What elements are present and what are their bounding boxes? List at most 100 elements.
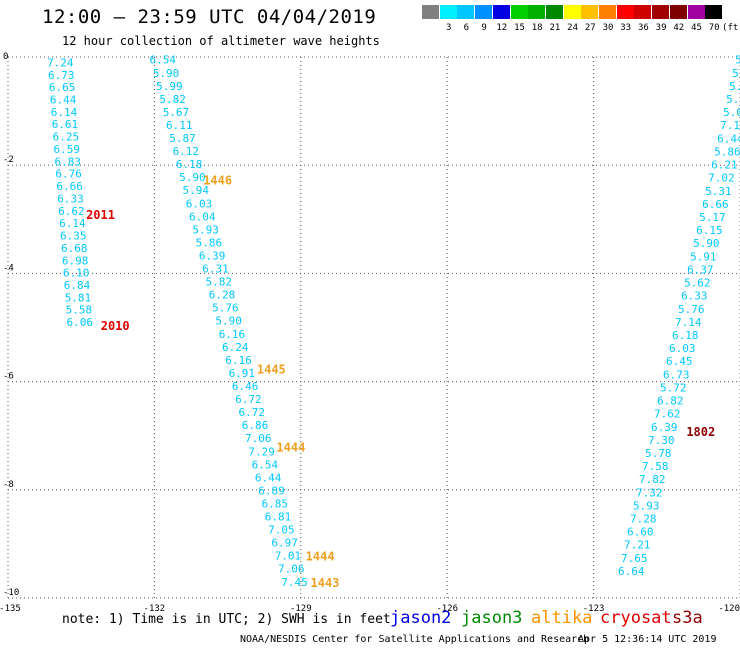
- wave-height-label: 6.39: [199, 249, 226, 262]
- legend-value: 42: [673, 23, 685, 33]
- wave-height-label: 7.30: [648, 434, 675, 447]
- wave-height-label: 6.66: [702, 198, 729, 211]
- wave-height-label: 7.21: [624, 539, 651, 552]
- wave-height-label: 6.68: [61, 242, 88, 255]
- wave-height-label: 6.31: [202, 263, 229, 276]
- wave-height-label: 5.78: [645, 447, 672, 460]
- wave-height-label: 7.24: [47, 56, 74, 69]
- wave-height-label: 6.33: [681, 290, 708, 303]
- legend-value: 9: [481, 23, 487, 33]
- wave-height-label: 6.15: [696, 224, 723, 237]
- wave-height-label: 6.12: [173, 145, 200, 158]
- wave-height-label: 6.72: [238, 406, 265, 419]
- legend-swatch: [422, 5, 439, 19]
- wave-height-label: 6.86: [242, 419, 269, 432]
- legend-swatch: [669, 5, 687, 19]
- wave-height-label: 5.17: [699, 211, 726, 224]
- credit-line: NOAA/NESDIS Center for Satellite Applica…: [240, 634, 590, 645]
- legend-value: 39: [655, 23, 667, 33]
- wave-height-label: 6.44: [717, 132, 740, 145]
- wave-height-label: 6.97: [271, 537, 298, 550]
- wave-height-label: 7.02: [708, 172, 735, 185]
- y-tick-label: -8: [3, 480, 14, 490]
- generated-timestamp: Apr 5 12:36:14 UTC 2019: [578, 634, 717, 645]
- wave-height-label: 5.81: [65, 291, 92, 304]
- wave-height-label: 5.87: [169, 132, 196, 145]
- x-tick-label: -126: [436, 604, 458, 614]
- legend-value: 24: [567, 23, 579, 33]
- wave-height-label: 6.85: [262, 497, 289, 510]
- y-tick-label: -2: [3, 155, 14, 165]
- wave-height-label: 5.82: [206, 276, 233, 289]
- wave-height-label: 7.45: [281, 576, 308, 589]
- legend-swatch: [492, 5, 510, 19]
- legend-value: 30: [602, 23, 614, 33]
- legend-swatch: [563, 5, 581, 19]
- wave-height-label: 7.14: [675, 316, 702, 329]
- footnote: note: 1) Time is in UTC; 2) SWH is in fe…: [62, 612, 391, 627]
- page-title: 12:00 — 23:59 UTC 04/04/2019: [42, 6, 377, 28]
- wave-height-label: 6.54: [150, 54, 177, 67]
- wave-height-label: 5.82: [159, 93, 186, 106]
- wave-height-label: 5.76: [212, 302, 239, 315]
- time-annotation: 1802: [686, 425, 715, 439]
- legend-value: 6: [463, 23, 470, 33]
- legend-swatch: [634, 5, 652, 19]
- wave-height-label: 5: [732, 67, 739, 80]
- satellite-label-s3a: s3a: [672, 608, 703, 628]
- x-tick-label: -135: [0, 604, 21, 614]
- legend-value: 27: [584, 23, 596, 33]
- wave-height-label: 6.06: [67, 316, 94, 329]
- legend-value: 70: [708, 23, 720, 33]
- legend-swatch: [528, 5, 546, 19]
- y-tick-label: 0: [3, 52, 8, 62]
- wave-height-label: 6.21: [711, 159, 738, 172]
- legend-swatch: [457, 5, 475, 19]
- wave-height-label: 6.73: [48, 69, 75, 82]
- wave-height-label: 6.18: [672, 329, 699, 342]
- wave-height-label: 6.18: [176, 158, 203, 171]
- x-tick-label: -120: [718, 604, 740, 614]
- wave-height-label: 5.58: [66, 304, 93, 317]
- wave-height-label: 6.03: [186, 197, 213, 210]
- wave-height-label: 5.93: [192, 223, 219, 236]
- wave-height-label: 6.66: [56, 180, 82, 193]
- legend-swatch: [599, 5, 616, 19]
- legend-swatch: [616, 5, 634, 19]
- wave-height-label: 5.62: [684, 277, 711, 290]
- legend-swatch: [510, 5, 528, 19]
- time-annotation: 1444: [306, 549, 335, 563]
- wave-height-label: 5: [735, 54, 740, 67]
- wave-height-label: 6.84: [64, 279, 91, 292]
- wave-height-label: 7.12: [720, 119, 740, 132]
- satellite-label-jason2: jason2: [390, 608, 452, 628]
- legend-value: 36: [637, 23, 649, 33]
- legend-swatch: [439, 5, 457, 19]
- wave-height-label: 5.90: [693, 237, 720, 250]
- wave-height-label: 7.58: [642, 460, 669, 473]
- wave-height-label: 6.65: [49, 81, 76, 94]
- wave-height-label: 5.72: [660, 381, 687, 394]
- wave-height-label: 6.24: [222, 341, 249, 354]
- wave-height-label: 6.14: [51, 106, 78, 119]
- time-annotation: 2010: [101, 319, 130, 333]
- time-annotation: 2011: [86, 208, 115, 222]
- wave-height-label: 5.: [729, 80, 740, 93]
- legend-value: 45: [691, 23, 702, 33]
- wave-height-label: 6.03: [669, 342, 696, 355]
- legend-value: 33: [620, 23, 632, 33]
- legend-swatch: [545, 5, 563, 19]
- wave-height-label: 6.14: [59, 217, 86, 230]
- legend-unit: (ft): [722, 23, 740, 33]
- wave-height-label: 5.90: [153, 67, 180, 80]
- wave-height-label: 6.35: [60, 230, 86, 243]
- wave-height-label: 6.59: [54, 143, 80, 156]
- wave-height-label: 7.65: [621, 552, 648, 565]
- wave-height-label: 6.11: [166, 119, 193, 132]
- wave-height-label: 6.44: [255, 471, 282, 484]
- wave-height-label: 6.81: [265, 511, 292, 524]
- y-tick-label: -4: [3, 263, 14, 273]
- wave-height-label: 5.67: [163, 106, 190, 119]
- wave-height-label: 6.16: [219, 328, 246, 341]
- wave-height-label: 7.28: [630, 513, 657, 526]
